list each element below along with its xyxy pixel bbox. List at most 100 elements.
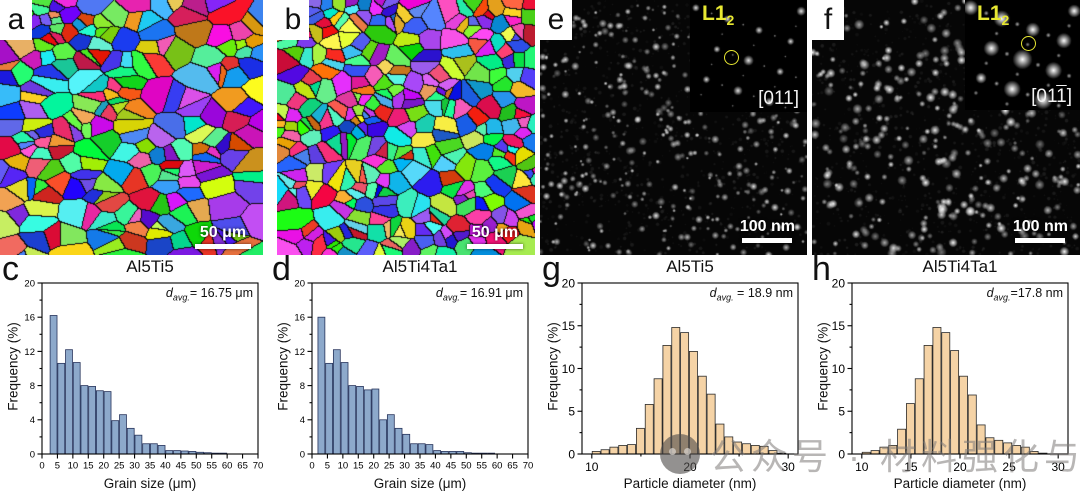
svg-text:45: 45 (446, 461, 457, 472)
bar (644, 404, 654, 455)
scale-bar: 100 nm (1013, 218, 1068, 243)
svg-text:65: 65 (237, 461, 248, 472)
davg-annotation: davg.=17.8 nm (986, 286, 1063, 303)
bar (914, 378, 924, 455)
svg-text:0: 0 (39, 461, 44, 472)
bar (371, 388, 380, 455)
bar (134, 434, 143, 455)
panel-letter: f (823, 3, 833, 36)
svg-text:35: 35 (415, 461, 426, 472)
bar (906, 403, 915, 455)
scale-bar-label: 100 nm (1012, 218, 1068, 235)
svg-text:60: 60 (492, 461, 503, 472)
bar (57, 362, 66, 455)
bar (662, 345, 672, 455)
panel-letter: e (547, 3, 565, 36)
svg-text:5: 5 (55, 461, 60, 472)
panel-g: 10 20 30 0 5 10 15 20 g Al5Ti5 davg. = 18.9 nm … (540, 250, 810, 500)
chart-title: Al5Ti4Ta1 (922, 257, 998, 276)
svg-text:35: 35 (145, 461, 156, 472)
scale-bar-line (742, 238, 793, 243)
bar (950, 350, 960, 455)
chart-title: Al5Ti4Ta1 (382, 257, 458, 276)
y-axis-label: Frequency (%) (545, 322, 561, 411)
svg-text:5: 5 (838, 405, 845, 419)
bar (402, 433, 411, 455)
scale-bar: 50 μm (195, 224, 251, 249)
panel-letter: h (812, 250, 831, 288)
bar (96, 390, 104, 455)
diffraction-inset: L12 [011] (690, 0, 807, 112)
bar (49, 315, 58, 455)
svg-text:20: 20 (953, 460, 967, 474)
panel-letter: d (272, 250, 291, 288)
bar (750, 445, 760, 455)
ebsd-map-b (277, 0, 535, 255)
svg-text:5: 5 (568, 405, 575, 419)
bar (888, 445, 898, 455)
bar (879, 446, 889, 455)
bar (410, 443, 418, 455)
phase-label: L12 (977, 2, 1010, 29)
bar (126, 427, 135, 455)
bar (65, 349, 73, 455)
bar (706, 393, 716, 455)
bar (325, 362, 333, 455)
svg-text:20: 20 (562, 276, 576, 290)
scale-bar-line (1015, 238, 1066, 243)
bar (88, 386, 97, 455)
bar (149, 443, 158, 455)
scale-bar-label: 50 μm (471, 224, 519, 241)
bar (348, 385, 357, 455)
chart-title: Al5Ti5 (126, 257, 174, 276)
panel-f: L12 [011] f 100 nm (812, 0, 1080, 255)
scale-bar-line (195, 244, 251, 249)
panel-d: 0 5 10 15 20 25 30 35 40 45 50 55 60 65 70 0 4 8 12 16 20 d … (270, 250, 540, 500)
svg-text:12: 12 (294, 347, 305, 358)
diffraction-pattern (965, 0, 1080, 110)
scale-bar-label: 50 μm (199, 224, 247, 241)
panel-h: 10 15 20 25 30 0 5 10 15 20 h Al5Ti4Ta1 davg.=17.… (810, 250, 1080, 500)
svg-text:25: 25 (114, 461, 125, 472)
bar (72, 362, 81, 455)
scale-bar-line (467, 244, 523, 249)
bar (317, 316, 326, 455)
svg-text:20: 20 (98, 461, 109, 472)
panel-letter: b (284, 3, 302, 36)
svg-text:15: 15 (353, 461, 364, 472)
svg-text:45: 45 (176, 461, 187, 472)
bar (340, 362, 349, 455)
zone-axis-label: [011] (758, 88, 799, 109)
bar (332, 349, 341, 455)
svg-text:20: 20 (24, 278, 35, 289)
bar (932, 327, 942, 455)
histogram-particle-diameter-al5ti5: 10 20 30 0 5 10 15 20 (562, 276, 799, 474)
svg-text:70: 70 (523, 461, 534, 472)
svg-text:8: 8 (300, 381, 305, 392)
bar (1012, 445, 1021, 455)
svg-text:0: 0 (30, 449, 35, 460)
bar (142, 443, 151, 455)
svg-text:30: 30 (782, 460, 796, 474)
bar (356, 386, 364, 455)
bar (724, 436, 734, 455)
svg-text:30: 30 (399, 461, 410, 472)
axes (307, 282, 529, 459)
panel-a: a 50 μm (0, 0, 263, 255)
bar (923, 345, 933, 455)
chart-title: Al5Ti5 (666, 257, 714, 276)
bar (759, 445, 769, 455)
bar (1020, 446, 1030, 455)
panel-letter: a (7, 3, 25, 36)
bar (733, 441, 743, 455)
bar (394, 427, 403, 455)
axes (37, 282, 259, 459)
bar (897, 428, 906, 455)
svg-text:15: 15 (904, 460, 918, 474)
bar (680, 332, 690, 455)
